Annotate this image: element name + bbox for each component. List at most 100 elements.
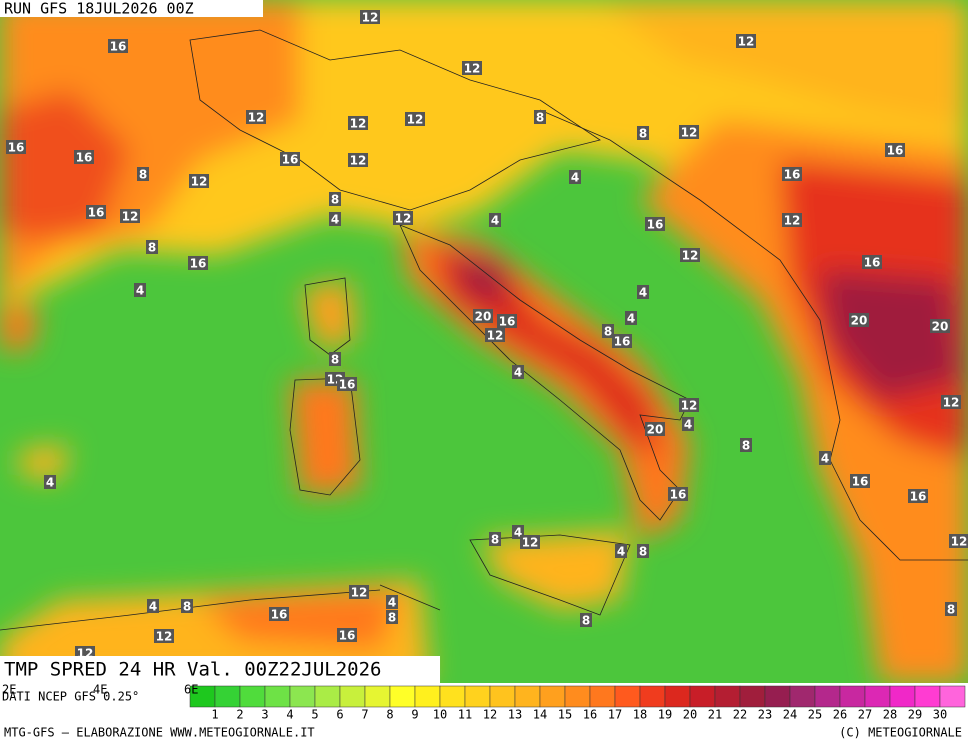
contour-label: 8 (639, 545, 647, 559)
contour-label: 4 (514, 366, 522, 380)
colorbar-label: 17 (608, 708, 622, 722)
contour-label: 8 (947, 603, 955, 617)
label-box (269, 607, 289, 621)
label-box (188, 256, 208, 270)
contour-label: 4 (46, 476, 54, 490)
contour-label: 12 (951, 535, 968, 549)
label-box (349, 585, 369, 599)
label-box (154, 629, 174, 643)
contour-label: 8 (388, 611, 396, 625)
label-box (625, 311, 637, 325)
label-box (181, 599, 193, 613)
colorbar-swatch (639, 685, 666, 708)
colorbar-swatch (939, 685, 966, 708)
contour-label: 12 (362, 11, 379, 25)
colorbar-label: 8 (386, 708, 393, 722)
label-box (74, 150, 94, 164)
contour-label: 4 (514, 526, 522, 540)
contour-label: 20 (475, 310, 492, 324)
label-box (405, 112, 425, 126)
label-box (386, 610, 398, 624)
contour-label: 8 (639, 127, 647, 141)
contour-label: 16 (670, 488, 687, 502)
colorbar-swatch (289, 685, 316, 708)
label-box (108, 39, 128, 53)
colorbar-swatch (814, 685, 841, 708)
label-box (44, 475, 56, 489)
label-box (612, 334, 632, 348)
contour-label: 12 (681, 126, 698, 140)
label-box (137, 167, 149, 181)
label-box (189, 174, 209, 188)
label-box (941, 395, 961, 409)
label-box (736, 34, 756, 48)
label-box (489, 532, 501, 546)
contour-label: 8 (331, 353, 339, 367)
colorbar-label: 24 (783, 708, 797, 722)
colorbar-label: 4 (286, 708, 293, 722)
label-box (462, 61, 482, 75)
colorbar-swatch (564, 685, 591, 708)
longitude-label: 6E (184, 683, 198, 697)
label-box (740, 438, 752, 452)
label-box (849, 313, 869, 327)
colorbar-label: 12 (483, 708, 497, 722)
colorbar-label: 10 (433, 708, 447, 722)
colorbar-swatch (589, 685, 616, 708)
colorbar-label: 16 (583, 708, 597, 722)
contour-label: 16 (76, 151, 93, 165)
contour-label: 4 (639, 286, 647, 300)
colorbar: 1 2 3 4 5 6 7 8 9 10 11 12 13 14 15 16 17 18 19 20 21 22 23 24 2… (189, 685, 966, 722)
colorbar-swatch (664, 685, 691, 708)
label-box (534, 110, 546, 124)
colorbar-label: 3 (261, 708, 268, 722)
label-box (134, 283, 146, 297)
colorbar-label: 6 (336, 708, 343, 722)
contour-label: 12 (191, 175, 208, 189)
colorbar-label: 26 (833, 708, 847, 722)
colorbar-label: 20 (683, 708, 697, 722)
colorbar-swatch (889, 685, 916, 708)
contour-label: 12 (682, 249, 699, 263)
contour-label: 16 (339, 378, 356, 392)
label-box (908, 489, 928, 503)
colorbar-swatch (864, 685, 891, 708)
colorbar-label: 11 (458, 708, 472, 722)
longitude-label: 4E (93, 683, 107, 697)
colorbar-swatch (914, 685, 941, 708)
colorbar-swatch (539, 685, 566, 708)
contour-label: 12 (248, 111, 265, 125)
colorbar-swatch (714, 685, 741, 708)
label-box (86, 205, 106, 219)
label-box (782, 167, 802, 181)
contour-label: 16 (647, 218, 664, 232)
label-box (637, 285, 649, 299)
contour-label: 4 (331, 213, 339, 227)
label-box (679, 125, 699, 139)
label-box (782, 213, 802, 227)
label-box (489, 213, 501, 227)
label-box (485, 328, 505, 342)
colorbar-swatch (439, 685, 466, 708)
colorbar-label: 28 (883, 708, 897, 722)
label-box (679, 398, 699, 412)
colorbar-label: 13 (508, 708, 522, 722)
colorbar-label: 15 (558, 708, 572, 722)
colorbar-label: 23 (758, 708, 772, 722)
contour-label: 12 (122, 210, 139, 224)
colorbar-label: 29 (908, 708, 922, 722)
colorbar-swatch (314, 685, 341, 708)
contour-label: 16 (271, 608, 288, 622)
contour-label: 12 (407, 113, 424, 127)
contour-label: 12 (943, 396, 960, 410)
label-box (862, 255, 882, 269)
contour-label: 16 (910, 490, 927, 504)
label-box (329, 212, 341, 226)
contour-label: 12 (351, 586, 368, 600)
colorbar-swatch (739, 685, 766, 708)
label-box (146, 240, 158, 254)
credit-right: (C) METEOGIORNALE (839, 726, 962, 740)
label-box (147, 599, 159, 613)
contour-label: 4 (388, 596, 396, 610)
contour-label: 16 (852, 475, 869, 489)
